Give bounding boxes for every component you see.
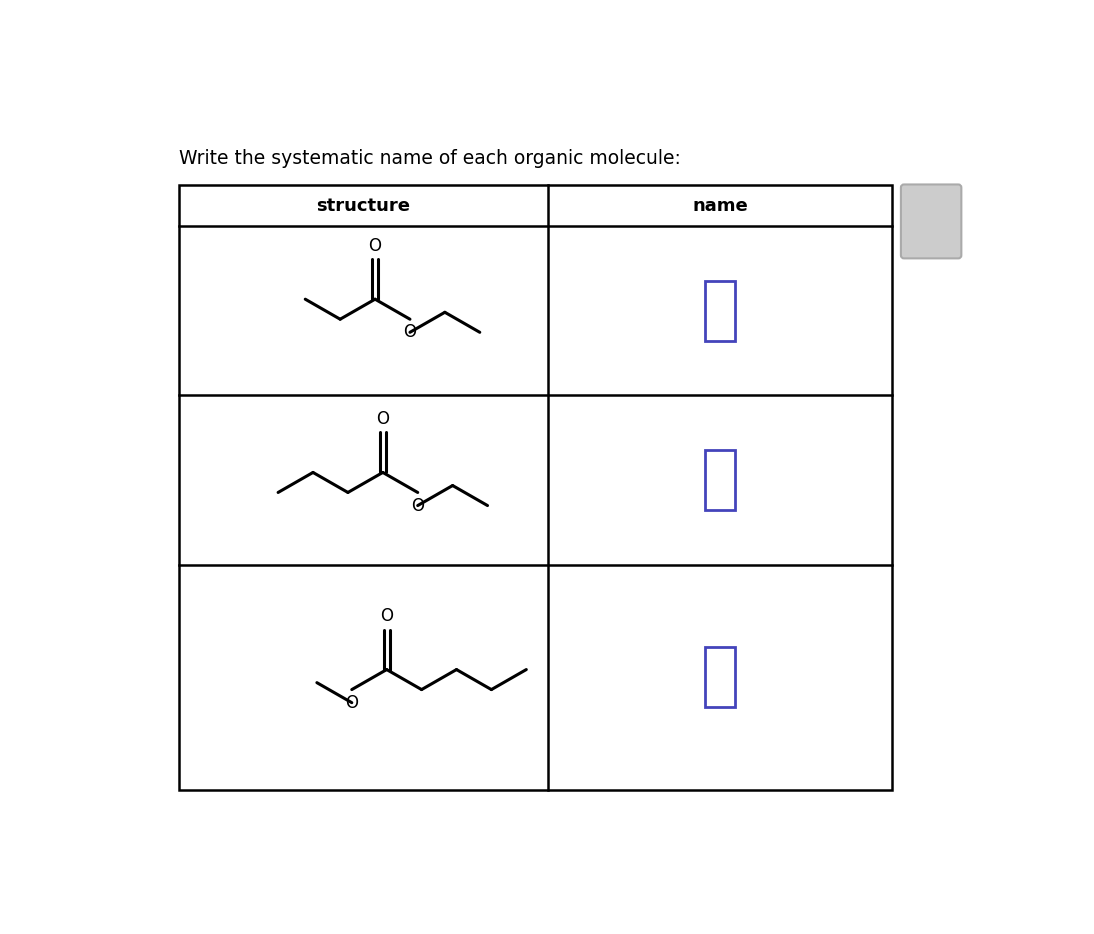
Bar — [706, 647, 735, 707]
FancyBboxPatch shape — [900, 184, 962, 259]
Text: O: O — [411, 497, 424, 515]
Bar — [706, 450, 735, 510]
Text: O: O — [404, 323, 417, 341]
Bar — [179, 185, 893, 789]
Text: O: O — [376, 410, 389, 429]
Text: structure: structure — [316, 197, 410, 215]
Text: Write the systematic name of each organic molecule:: Write the systematic name of each organi… — [179, 149, 682, 168]
Text: O: O — [369, 237, 382, 255]
Text: O: O — [346, 694, 359, 712]
Text: O: O — [381, 607, 393, 626]
Bar — [706, 281, 735, 341]
Text: name: name — [693, 197, 748, 215]
